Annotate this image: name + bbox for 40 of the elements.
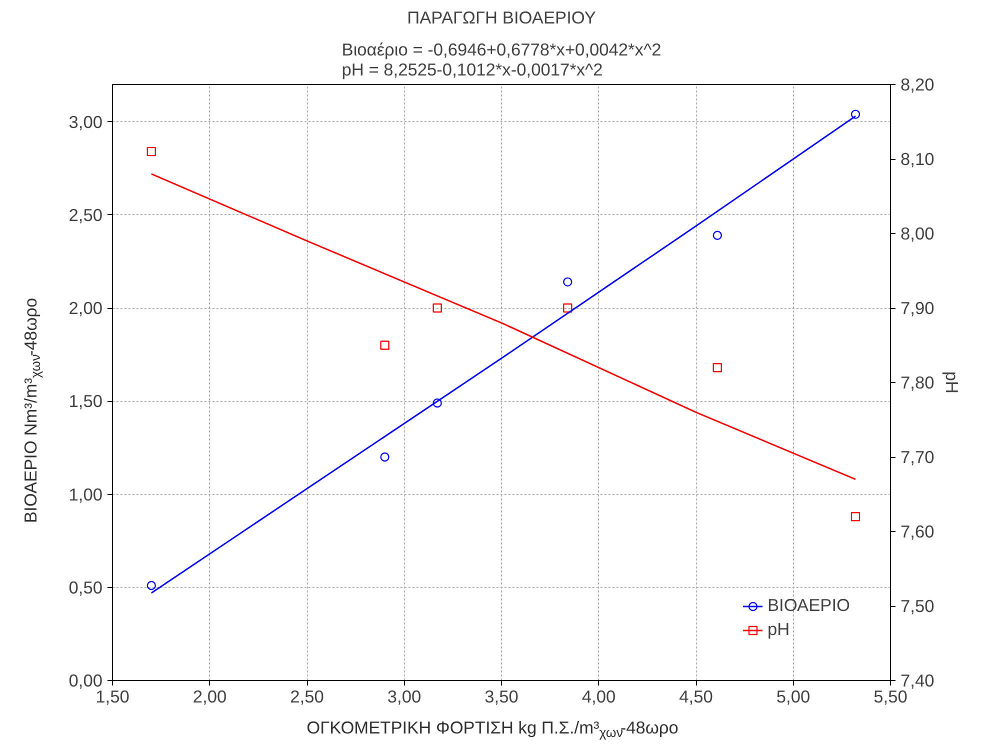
x-tick-label: 3,00 <box>387 686 422 706</box>
legend-label: ΒΙΟΑΕΡΙΟ <box>767 595 850 616</box>
y-tick-label: 0,50 <box>68 577 103 598</box>
point <box>563 303 572 313</box>
y2-tick-label: 8,10 <box>900 149 934 169</box>
x-tick-label: 5,00 <box>776 686 810 706</box>
x-tick-label: 3,50 <box>484 686 518 706</box>
y2-tick-label: 8,00 <box>900 224 934 244</box>
point <box>432 303 442 313</box>
y-tick-label: 2,50 <box>68 204 103 225</box>
y2-axis-title: pH <box>942 371 962 394</box>
y2-tick-label: 7,90 <box>900 298 934 318</box>
point <box>146 146 156 156</box>
point <box>712 230 722 240</box>
point <box>432 398 442 408</box>
y2-tick-label: 7,80 <box>900 372 934 392</box>
y-axis-title: ΒΙΟΑΕΡΙΟ Nm³/m³χων-48ωρο <box>20 298 43 524</box>
x-tick-label: 4,50 <box>679 686 713 706</box>
point <box>850 110 860 119</box>
legend-label: pH <box>767 619 790 640</box>
y-tick-label: 3,00 <box>68 112 103 132</box>
x-tick-label: 4,00 <box>582 686 616 706</box>
y2-tick-label: 7,60 <box>900 522 934 542</box>
x-tick-label: 2,50 <box>290 686 324 706</box>
chart-title: ΠΑΡΑΓΩΓΗ ΒΙΟΑΕΡΙΟΥ <box>407 8 596 28</box>
y-tick-label: 2,00 <box>68 298 103 318</box>
y2-tick-label: 7,70 <box>900 447 934 467</box>
y2-tick-label: 7,50 <box>900 596 934 616</box>
y-tick-label: 1,00 <box>68 484 103 504</box>
point <box>850 512 860 522</box>
line-series <box>150 173 856 480</box>
x-tick-label: 2,00 <box>192 686 227 706</box>
chart-subtitle: Βιοαέριο = -0,6946+0,6778*x+0,0042*x^2 pH = 8,2525-0,1012*x-0,0017*x^2 <box>342 40 662 80</box>
point <box>380 340 390 350</box>
point <box>563 277 572 287</box>
y2-tick-label: 8,20 <box>900 74 934 94</box>
point <box>146 580 156 590</box>
y-tick-label: 1,50 <box>68 391 103 412</box>
point <box>712 363 722 372</box>
point <box>380 452 390 462</box>
